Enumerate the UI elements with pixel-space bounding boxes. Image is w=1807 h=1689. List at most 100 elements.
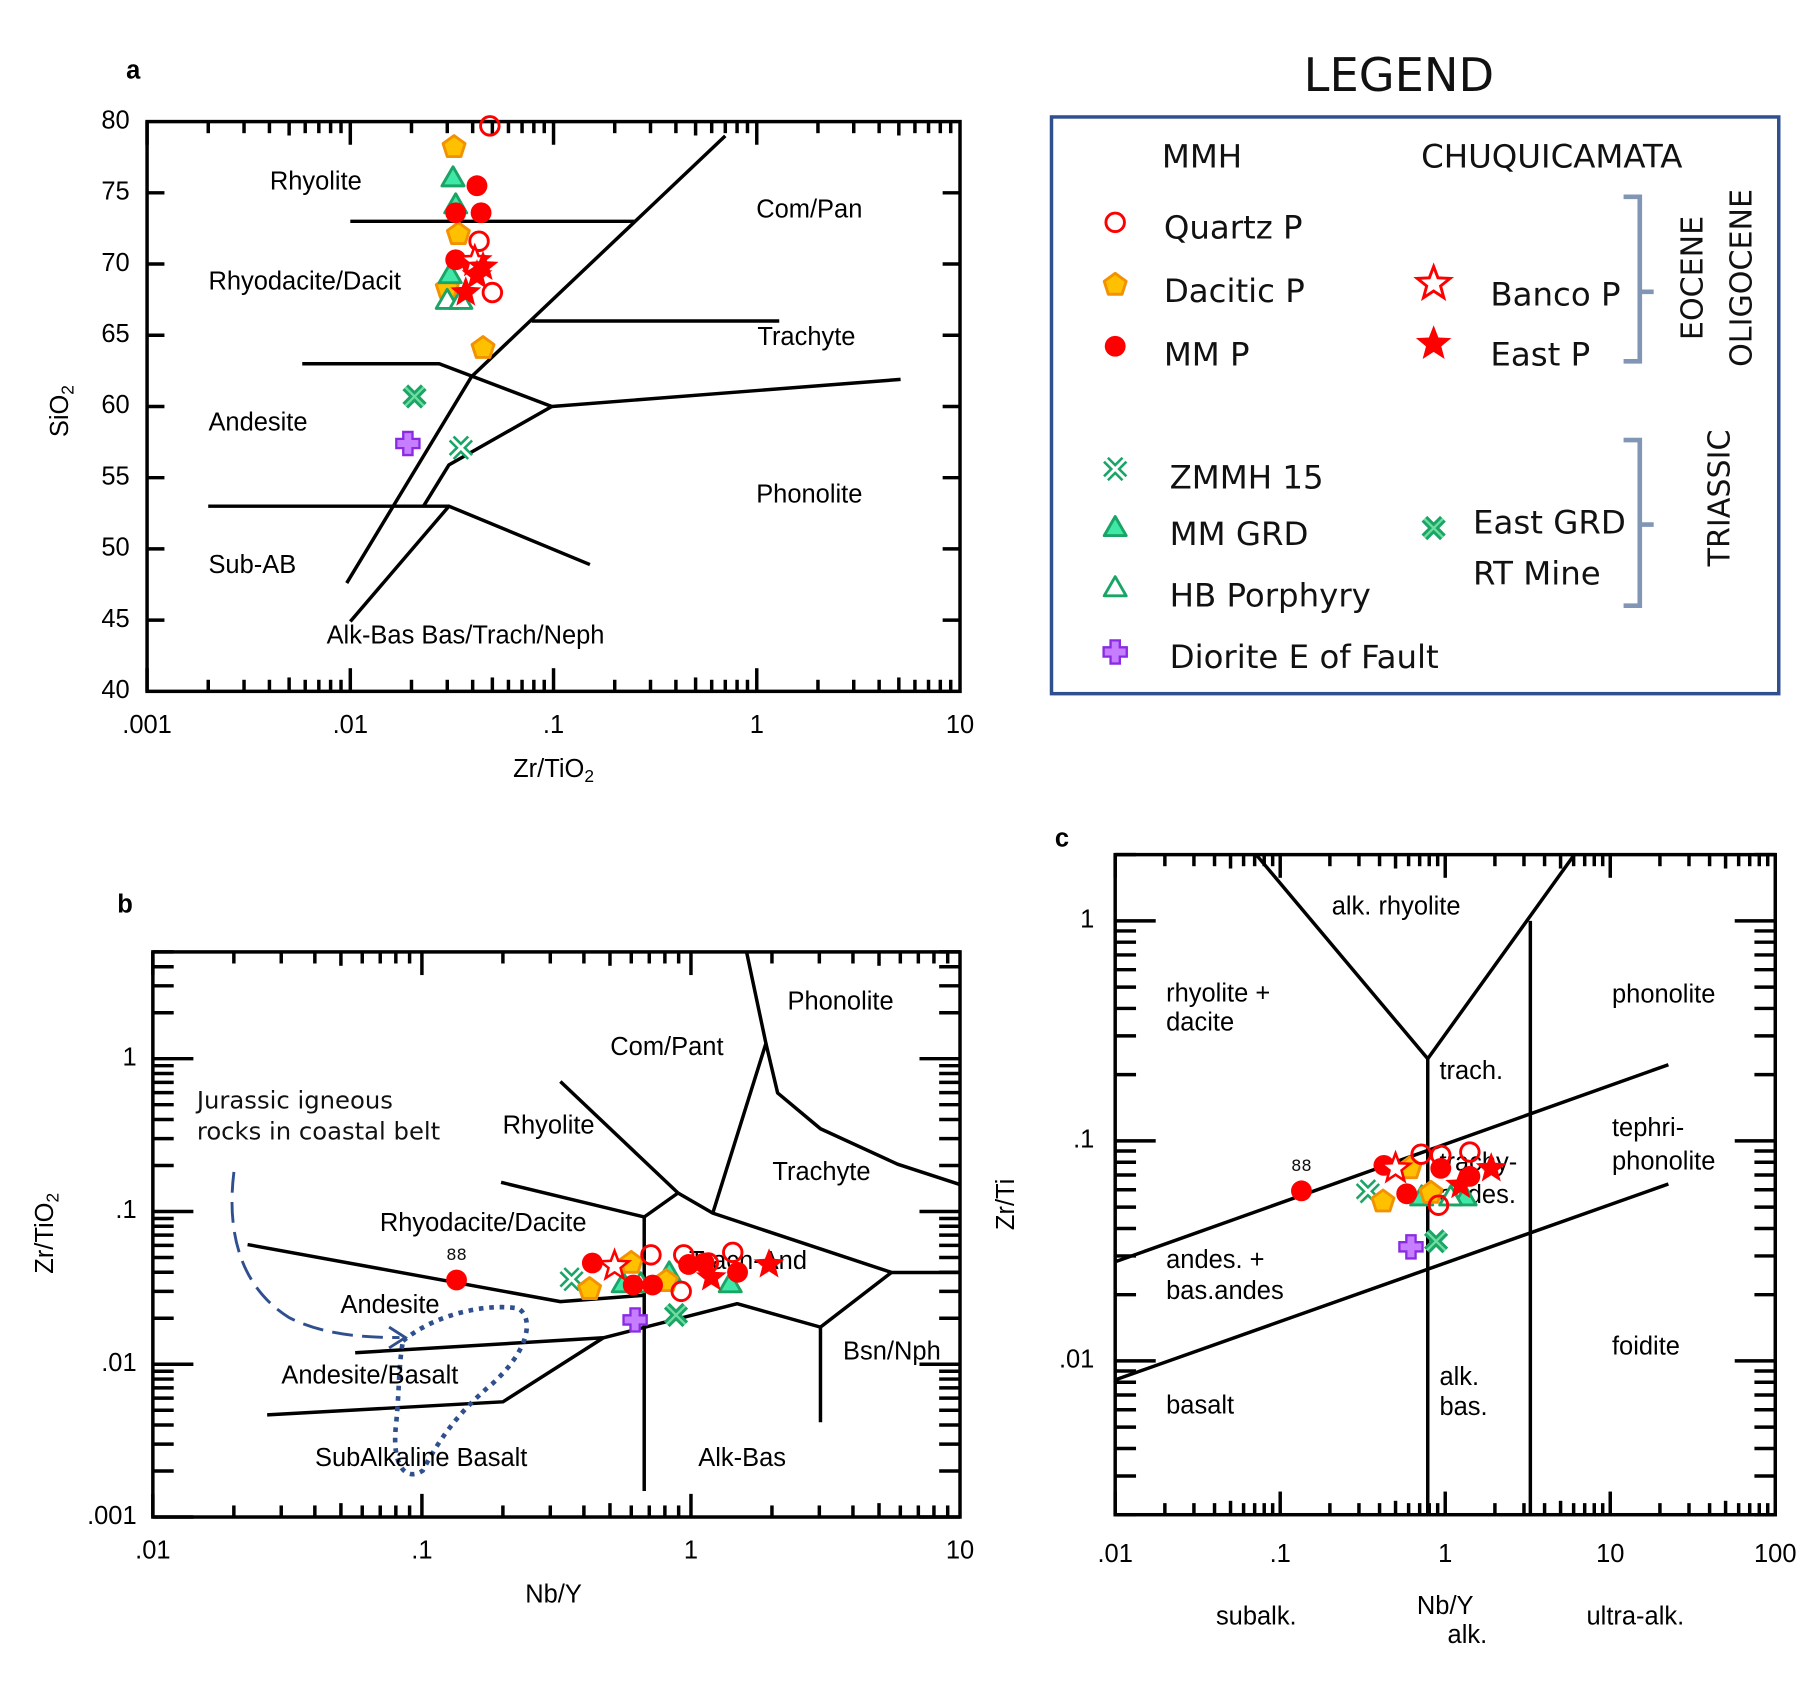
data-point: [642, 1274, 663, 1296]
field-boundary-line: [764, 1042, 961, 1187]
data-point: [1377, 1149, 1414, 1184]
data-point: [673, 1244, 695, 1266]
field-label: Rhyodacite/Dacit: [208, 267, 401, 295]
data-point: [470, 335, 496, 359]
panel-a-scatter-plot: a .001 .01 .1 1 10 40 45 50 55 60 65 70 75 80 Zr/TiO2 Si…: [46, 57, 974, 786]
data-point: [1459, 1141, 1481, 1163]
panel-label: c: [1055, 824, 1069, 852]
y-axis-title: SiO2: [46, 385, 77, 437]
jurassic-annotation-text: Jurassic igneous: [195, 1085, 393, 1114]
panel-b-scatter-plot: b .01 .1 1 10 .001 .01 .1 1 Nb/Y Zr/TiO2 Jurassic i…: [31, 890, 974, 1608]
field-boundary-line: [348, 504, 591, 623]
field-label: Com/Pan: [756, 195, 862, 223]
data-point: [445, 202, 467, 224]
legend-item-label: Dacitic P: [1164, 272, 1305, 310]
legend-item: MM P: [1104, 335, 1250, 374]
series-east-p: [450, 250, 499, 306]
field-boundary-line: [267, 1336, 605, 1417]
legend-box: [1049, 115, 1781, 696]
legend-item: East P: [1415, 325, 1590, 374]
series-banco-p: [1377, 1149, 1414, 1184]
field-boundary-line: [603, 1301, 821, 1340]
x-shape-inner: [665, 1304, 687, 1326]
data-point: [722, 1241, 744, 1264]
field-label: trach.: [1439, 1057, 1503, 1085]
series-diorite-e-of-fault: [622, 1307, 648, 1333]
x-tick-label: .001: [122, 711, 172, 739]
field-label: Phonolite: [787, 988, 893, 1016]
data-point: [481, 281, 504, 304]
panel-label: b: [117, 890, 133, 918]
jurassic-field-outline: [392, 1304, 530, 1477]
data-point: [446, 1269, 467, 1291]
field-label: Rhyolite: [503, 1112, 595, 1140]
data-point: [445, 221, 471, 245]
field-label: basalt: [1166, 1392, 1234, 1420]
plot-frame: [151, 950, 962, 1519]
legend-item-label: Quartz P: [1164, 208, 1303, 246]
x-tick-label: 1: [684, 1537, 698, 1565]
field-label: dacite: [1166, 1008, 1234, 1036]
field-label: bas.: [1439, 1393, 1487, 1421]
y-tick-label: .001: [87, 1502, 137, 1530]
period-label-oligocene: OLIGOCENE: [1724, 189, 1759, 367]
axis-ticks: [1113, 852, 1776, 1517]
data-point: [577, 1276, 603, 1300]
series-quartz-p: [640, 1241, 744, 1303]
series-quartz-p: [468, 115, 504, 304]
legend-item: East GRD RT Mine: [1421, 504, 1626, 593]
data-point: [1475, 1152, 1507, 1182]
field-label: bas.andes: [1166, 1277, 1284, 1305]
field-boundary-line: [500, 1180, 961, 1275]
field-labels: alk. rhyolite rhyolite +dacite trach. phono…: [1166, 893, 1715, 1421]
x-tick-label: 1: [1438, 1540, 1452, 1568]
field-labels: Phonolite Com/Pant Rhyolite Trachyte Rhyodac…: [281, 988, 940, 1472]
legend-marker-filled-circle: [1104, 335, 1126, 357]
legend-item: Diorite E of Fault: [1102, 638, 1439, 676]
series-zmmh-15: [448, 435, 474, 460]
field-boundary-line: [355, 1336, 604, 1355]
data-point: [467, 250, 499, 281]
field-label: Sub-AB: [208, 551, 296, 579]
data-point: [402, 384, 427, 409]
field-boundary-line: [711, 951, 768, 1214]
legend-item-label: RT Mine: [1473, 555, 1601, 593]
data-point: [1423, 1229, 1449, 1254]
series-east-grd: [1423, 1229, 1449, 1254]
field-label: Andesite: [340, 1291, 439, 1319]
jurassic-annotation: Jurassic igneous rocks in coastal belt: [195, 1085, 530, 1477]
legend-item-label: ZMMH 15: [1170, 458, 1324, 496]
x-tick-label: 10: [1596, 1540, 1624, 1568]
field-label: alk. rhyolite: [1332, 893, 1461, 921]
legend-item-label: HB Porphyry: [1170, 577, 1371, 615]
field-label: SubAlkaline Basalt: [315, 1444, 527, 1472]
y-tick-label: .01: [101, 1349, 136, 1377]
data-point: [1445, 1168, 1477, 1199]
plot-frame: [145, 119, 962, 694]
field-label: phonolite: [1612, 1147, 1715, 1175]
y-axis-title-subscript: 2: [57, 385, 77, 395]
field-label: Andesite: [208, 409, 307, 437]
data-point: [1370, 1188, 1396, 1213]
data-point: [727, 1261, 748, 1283]
x-tick-label: .1: [1270, 1540, 1291, 1568]
data-point: [445, 249, 467, 271]
field-boundary-line: [1114, 1182, 1669, 1382]
legend-item: ZMMH 15: [1103, 456, 1324, 496]
series-east-grd: [663, 1302, 689, 1328]
series-diorite-e-of-fault: [395, 430, 421, 457]
field-label: Andesite/Basalt: [281, 1362, 458, 1390]
data-point: [441, 134, 467, 159]
field-label: Alk-Bas: [698, 1444, 786, 1472]
legend-column-mmh: MMH: [1162, 138, 1242, 176]
x-tick-label: .01: [135, 1537, 170, 1565]
data-point: [1398, 1234, 1424, 1260]
legend-item: Quartz P: [1104, 208, 1303, 246]
data-point: [622, 1307, 648, 1333]
data-point: [640, 1244, 662, 1266]
legend-item: Dacitic P: [1102, 271, 1305, 310]
field-label: Com/Pant: [610, 1033, 723, 1061]
data-point: [450, 276, 482, 306]
field-label: Rhyolite: [270, 168, 362, 196]
